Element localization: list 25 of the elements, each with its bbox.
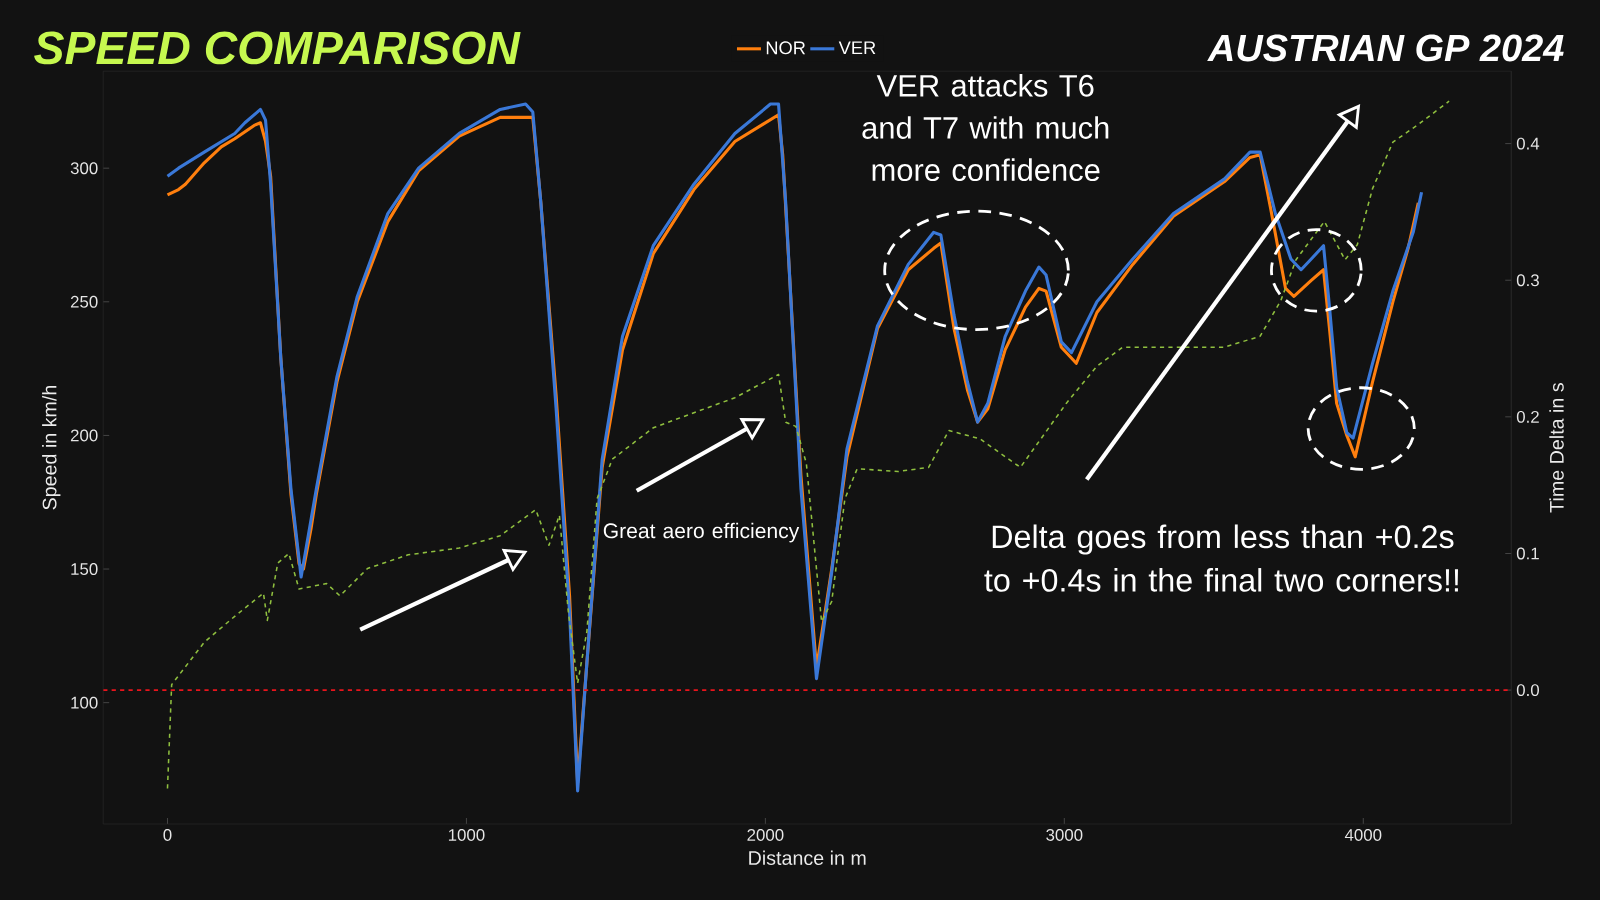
annotation: Delta goes from less than +0.2s to +0.4s in the final two corners!! xyxy=(984,524,1459,592)
annotation: Great aero efficiency xyxy=(603,522,800,543)
y-tick-label: 100 xyxy=(71,696,98,709)
legend-label: VER xyxy=(838,41,876,55)
x-tick-label: 0 xyxy=(163,828,172,841)
legend-label: NOR xyxy=(766,41,806,55)
y-tick-label: 300 xyxy=(70,162,98,175)
y-tick-label: 150 xyxy=(71,563,98,575)
chart-title: SPEED COMPARISON xyxy=(34,31,521,65)
y2-axis-title: Time Delta in s xyxy=(1549,383,1564,513)
y2-tick-label: 0.1 xyxy=(1516,547,1539,560)
annotation: VER attacks T6 and T7 with much more confidence xyxy=(862,74,1109,182)
chart-subtitle: AUSTRIAN GP 2024 xyxy=(1207,34,1564,62)
y-tick-label: 200 xyxy=(70,429,98,442)
y2-tick-label: 0.3 xyxy=(1516,274,1539,287)
x-tick-label: 4000 xyxy=(1344,828,1382,841)
x-tick-label: 3000 xyxy=(1046,828,1083,841)
y-axis-title: Speed in km/h xyxy=(42,385,61,510)
x-axis-title: Distance in m xyxy=(749,850,866,866)
y2-tick-label: 0.4 xyxy=(1516,137,1540,150)
x-tick-label: 2000 xyxy=(747,828,784,841)
y2-tick-label: 0.0 xyxy=(1516,684,1540,697)
y2-tick-label: 0.2 xyxy=(1516,410,1539,423)
x-tick-label: 1000 xyxy=(448,828,485,841)
y-tick-label: 250 xyxy=(70,295,98,308)
